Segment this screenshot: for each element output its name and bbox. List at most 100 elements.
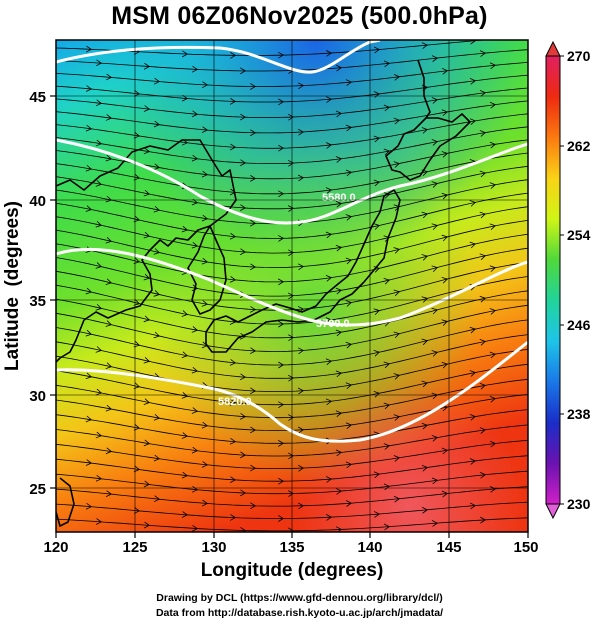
streamline-arrow	[239, 413, 247, 420]
streamline-arrow	[441, 447, 449, 455]
streamline-arrow	[373, 223, 381, 230]
y-tick-label: 25	[29, 481, 46, 498]
streamline-arrow	[431, 181, 439, 188]
streamline-arrow	[431, 223, 439, 230]
y-axis: 25 30 35 40 45 Latitude (degrees)	[2, 89, 56, 498]
streamline-arrow	[95, 431, 103, 439]
streamline-arrow	[143, 357, 151, 364]
streamline-arrow	[393, 247, 401, 254]
streamline-arrow	[325, 142, 333, 149]
streamline-arrow	[85, 164, 93, 172]
streamline-arrow	[441, 319, 449, 326]
streamline-arrow	[229, 143, 237, 151]
streamline-arrow	[421, 254, 429, 261]
streamline-arrow	[181, 511, 189, 518]
streamline-arrow	[250, 129, 257, 137]
streamline-arrow	[431, 139, 439, 146]
streamline-arrow	[133, 132, 141, 139]
streamline-arrow	[191, 524, 199, 532]
streamline-arrow	[431, 350, 439, 357]
streamline-arrow	[441, 109, 449, 117]
streamline-arrow	[421, 42, 429, 49]
streamline-arrow	[383, 104, 391, 112]
streamline-arrow	[95, 59, 103, 67]
streamline-arrow	[230, 98, 237, 105]
x-axis-title: Longitude (degrees)	[201, 560, 384, 581]
streamline-arrow	[345, 422, 353, 429]
streamline-arrow	[229, 232, 237, 240]
streamline-arrow	[153, 248, 161, 255]
colorbar-bottom-triangle	[545, 503, 561, 520]
streamline-arrow	[441, 151, 449, 158]
streamline-arrow	[383, 361, 391, 369]
streamline-arrow	[95, 388, 103, 396]
streamline-arrow	[373, 179, 381, 187]
y-tick-label: 45	[29, 89, 46, 106]
streamline-arrow	[325, 398, 333, 406]
credit-data-source: Data from http://database.rish.kyoto-u.a…	[155, 607, 444, 619]
streamline-arrow	[201, 461, 209, 468]
streamline-arrow	[201, 214, 209, 222]
streamline-arrow	[373, 46, 381, 54]
streamline-arrow	[143, 439, 151, 447]
streamline-arrow	[249, 387, 257, 395]
streamline-arrow	[345, 461, 353, 469]
colorbar-top-triangle	[545, 40, 561, 57]
streamline-arrow	[335, 370, 343, 378]
colorbar-label: 230	[567, 496, 591, 512]
streamline-arrow	[133, 382, 141, 389]
streamline-arrow	[191, 110, 199, 118]
streamline-arrow	[95, 346, 103, 353]
streamline-arrow	[133, 215, 141, 223]
streamline-arrow	[297, 82, 305, 90]
streamline-arrow	[143, 273, 151, 281]
streamline-arrow	[479, 339, 487, 346]
streamline-arrow	[133, 90, 141, 97]
streamline-arrow	[345, 79, 353, 86]
streamline-arrow	[143, 62, 151, 70]
streamline-arrow	[239, 204, 247, 212]
y-tick-label: 35	[29, 293, 46, 310]
contour-line	[56, 340, 528, 443]
streamline-arrow	[249, 426, 257, 434]
streamline-arrow	[297, 174, 305, 182]
streamline-arrow	[431, 520, 439, 527]
streamline-arrow	[278, 235, 285, 242]
streamline-arrow	[431, 307, 439, 315]
contour-label: 5700.0	[316, 318, 350, 330]
streamline-arrow	[335, 244, 343, 252]
streamline-arrow	[479, 295, 487, 303]
y-tick-label: 30	[29, 388, 46, 405]
streamline-arrow	[95, 262, 103, 269]
streamline-arrow	[489, 223, 497, 231]
streamline-arrow	[393, 495, 401, 503]
coastline-kyushu-shikoku-honshu	[205, 189, 401, 353]
streamline-arrow	[201, 81, 209, 89]
streamline-arrow	[421, 380, 429, 388]
streamline-arrow	[431, 435, 439, 442]
streamline-arrow	[133, 173, 141, 181]
streamline-arrow	[85, 205, 93, 212]
streamline-arrow	[85, 45, 93, 53]
streamline-arrow	[133, 465, 141, 473]
streamline-arrow	[133, 340, 141, 348]
streamline-arrow	[85, 459, 93, 466]
streamline-arrow	[431, 265, 439, 273]
streamline-arrow	[297, 347, 305, 355]
streamline-arrow	[469, 502, 477, 510]
streamline-arrow	[201, 170, 209, 178]
streamline-arrow	[239, 332, 247, 340]
streamline-arrow	[393, 117, 401, 125]
streamline-arrow	[345, 500, 353, 507]
streamline-arrow	[249, 219, 257, 227]
streamline-arrow	[181, 432, 189, 439]
streamline-arrow	[105, 362, 113, 369]
streamline-arrow	[287, 292, 295, 300]
streamline-arrow	[479, 170, 487, 178]
streamline-arrow	[229, 399, 237, 406]
streamline-arrow	[250, 175, 257, 182]
streamline-arrow	[153, 163, 161, 171]
streamline-arrow	[278, 51, 285, 59]
streamline-arrow	[325, 231, 333, 239]
streamline-arrow	[335, 329, 343, 337]
